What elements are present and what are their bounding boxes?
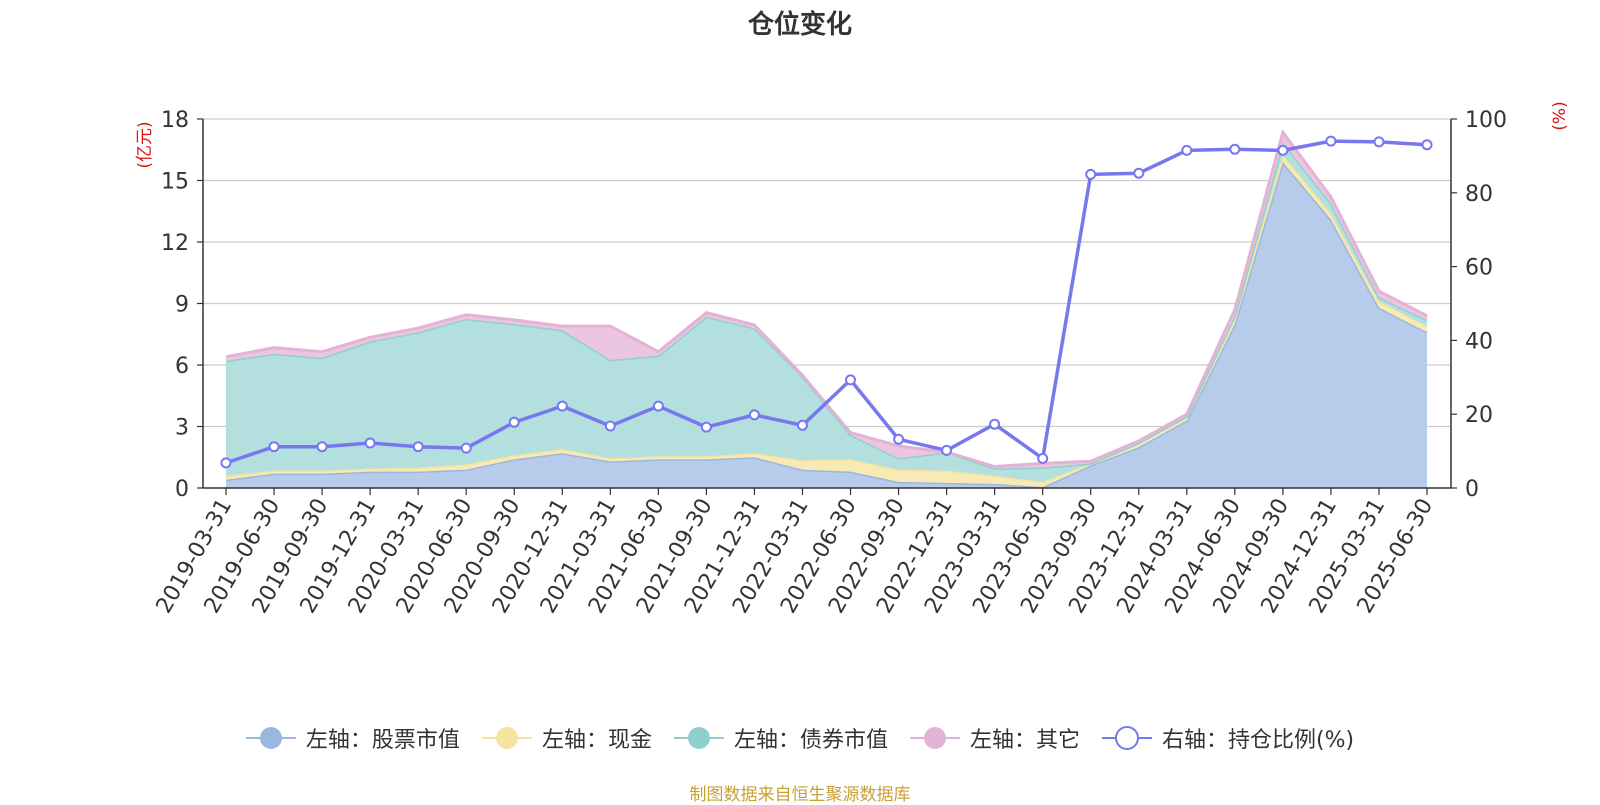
left-tick-label: 9 bbox=[175, 293, 189, 318]
ratio-point bbox=[748, 409, 760, 421]
ratio-point bbox=[797, 419, 808, 431]
right-tick-label: 80 bbox=[1465, 182, 1493, 207]
ratio-point bbox=[412, 441, 424, 453]
legend-label: 右轴：持仓比例(%) bbox=[1161, 728, 1355, 753]
right-tick-label: 100 bbox=[1465, 108, 1507, 133]
chart-canvas: 03691215180204060801002019-03-312019-06-… bbox=[135, 101, 1570, 617]
area-fill bbox=[226, 142, 1427, 482]
legend-item[interactable]: 右轴：持仓比例(%) bbox=[1101, 722, 1355, 754]
legend-swatch bbox=[909, 727, 960, 749]
legend-swatch bbox=[481, 727, 532, 749]
legend-label: 左轴：股票市值 bbox=[305, 728, 460, 753]
ratio-point bbox=[893, 433, 905, 445]
legend-item[interactable]: 左轴：债券市值 bbox=[673, 722, 888, 754]
chart-title: 仓位变化 bbox=[747, 10, 852, 40]
ratio-point bbox=[460, 442, 472, 454]
ratio-point bbox=[1421, 139, 1433, 151]
legend-swatch bbox=[673, 727, 724, 749]
right-tick-label: 0 bbox=[1465, 477, 1479, 502]
ratio-line-path bbox=[225, 139, 1428, 465]
legend-item[interactable]: 左轴：现金 bbox=[481, 722, 652, 754]
ratio-point bbox=[1277, 144, 1289, 156]
left-tick-label: 0 bbox=[175, 477, 189, 502]
ratio-point bbox=[556, 400, 568, 412]
left-tick-label: 18 bbox=[161, 108, 189, 133]
ratio-point bbox=[1325, 135, 1337, 147]
source-note: 制图数据来自恒生聚源数据库 bbox=[689, 785, 911, 805]
legend-label: 左轴：其它 bbox=[969, 728, 1080, 753]
ratio-point bbox=[1085, 168, 1097, 180]
ratio-point bbox=[941, 444, 953, 456]
left-tick-label: 15 bbox=[161, 170, 189, 195]
ratio-point bbox=[508, 416, 520, 428]
left-axis-label: (亿元) bbox=[135, 121, 155, 168]
legend-item[interactable]: 左轴：其它 bbox=[909, 722, 1080, 754]
area-series bbox=[225, 128, 1428, 489]
ratio-point bbox=[989, 418, 1001, 430]
legend: 左轴：股票市值 左轴：现金 左轴：债券市值 左轴：其它 右轴：持仓比例(%) bbox=[0, 722, 1600, 754]
legend-label: 左轴：现金 bbox=[541, 728, 652, 753]
ratio-point bbox=[1133, 167, 1145, 179]
right-tick-label: 40 bbox=[1465, 329, 1493, 354]
ratio-point bbox=[1373, 136, 1385, 148]
ratio-point bbox=[220, 457, 232, 469]
ratio-point bbox=[845, 374, 856, 386]
ratio-point bbox=[364, 437, 376, 449]
right-tick-label: 20 bbox=[1465, 403, 1493, 428]
left-tick-label: 12 bbox=[161, 231, 189, 256]
ratio-point bbox=[1181, 144, 1193, 156]
legend-swatch bbox=[1101, 726, 1152, 750]
right-tick-label: 60 bbox=[1465, 256, 1493, 281]
ratio-point bbox=[604, 420, 616, 432]
ratio-point bbox=[652, 400, 664, 412]
legend-label: 左轴：债券市值 bbox=[733, 728, 888, 753]
left-tick-label: 6 bbox=[175, 354, 189, 379]
legend-swatch bbox=[245, 727, 296, 749]
ratio-point bbox=[1037, 453, 1049, 464]
ratio-point bbox=[700, 421, 712, 433]
ratio-point bbox=[316, 441, 328, 453]
area-fill bbox=[226, 154, 1427, 487]
ratio-point bbox=[268, 441, 280, 453]
left-tick-label: 3 bbox=[175, 416, 189, 441]
ratio-point bbox=[1229, 143, 1241, 155]
legend-item[interactable]: 左轴：股票市值 bbox=[245, 722, 460, 754]
right-axis-label: (%) bbox=[1550, 101, 1570, 130]
ratio-line bbox=[220, 135, 1433, 469]
area-fill bbox=[226, 162, 1427, 488]
